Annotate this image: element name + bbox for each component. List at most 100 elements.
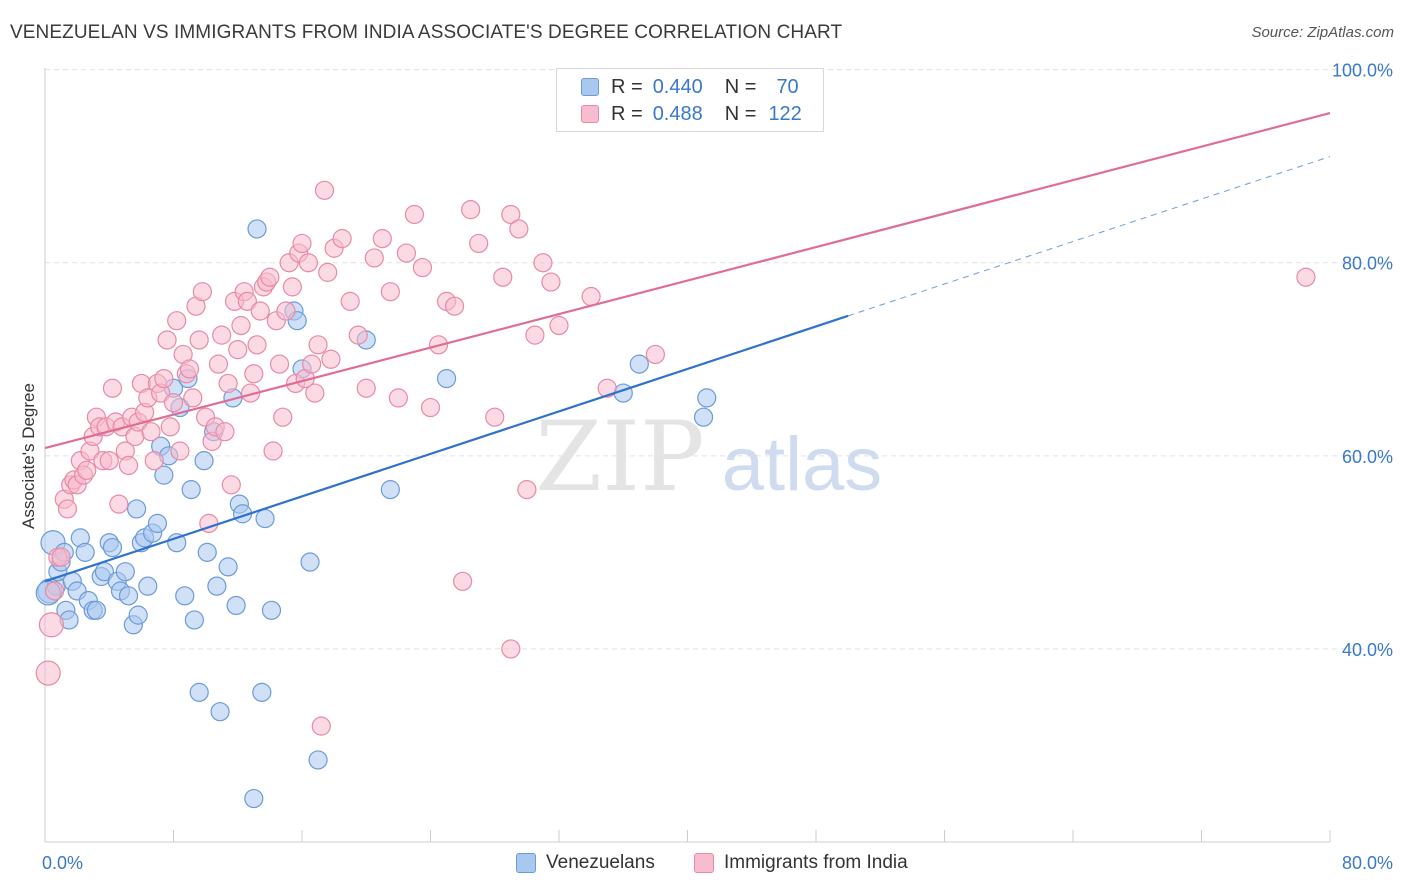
- data-point: [250, 301, 270, 321]
- data-point: [629, 354, 649, 374]
- data-point: [276, 301, 296, 321]
- data-point: [118, 455, 139, 476]
- data-point: [597, 378, 617, 398]
- data-point: [228, 340, 248, 360]
- data-point: [311, 716, 331, 736]
- x-tick-label: 0.0%: [42, 853, 83, 873]
- data-point: [318, 262, 338, 282]
- data-point: [192, 282, 213, 302]
- data-point: [208, 354, 229, 374]
- series-legend: Venezuelans Immigrants from India: [0, 852, 1406, 878]
- data-point: [645, 344, 665, 365]
- n-label: N =: [724, 75, 757, 98]
- data-point: [128, 605, 148, 625]
- watermark: ZIP atlas: [535, 401, 882, 513]
- data-point: [300, 552, 320, 572]
- data-point: [298, 253, 319, 273]
- data-point: [533, 253, 553, 273]
- data-point: [269, 354, 290, 374]
- data-point: [404, 204, 425, 225]
- data-point: [212, 325, 232, 345]
- data-point: [305, 383, 325, 403]
- data-point: [51, 547, 71, 567]
- watermark-atlas: atlas: [722, 422, 883, 507]
- venezuelans-swatch: [581, 78, 599, 96]
- data-point: [109, 494, 129, 514]
- data-point: [99, 451, 119, 471]
- data-point: [314, 180, 335, 200]
- data-point: [517, 480, 537, 500]
- r-label: R =: [611, 75, 643, 98]
- data-point: [261, 600, 282, 620]
- data-point: [189, 682, 209, 702]
- watermark-zip: ZIP: [535, 401, 704, 513]
- data-point: [144, 451, 164, 471]
- data-point: [412, 257, 433, 278]
- data-point: [38, 612, 65, 638]
- stats-legend-row-venezuelans: R = 0.440 N = 70: [581, 75, 799, 99]
- india-swatch: [581, 105, 599, 123]
- data-point: [184, 610, 204, 630]
- data-point: [218, 557, 238, 577]
- data-point: [183, 388, 203, 408]
- data-point: [356, 378, 376, 398]
- data-point: [194, 451, 214, 471]
- data-point: [340, 291, 360, 311]
- data-point: [35, 660, 61, 686]
- r-label: R =: [611, 102, 643, 125]
- data-point: [118, 586, 139, 606]
- trend-line-venezuelans: [44, 314, 849, 583]
- legend-label: Immigrants from India: [724, 852, 908, 873]
- r-value: 0.440: [652, 75, 703, 98]
- data-point: [45, 581, 65, 601]
- data-point: [154, 368, 174, 389]
- data-point: [273, 407, 293, 427]
- data-point: [154, 465, 174, 485]
- series-india: [35, 180, 1316, 736]
- data-point: [247, 335, 267, 355]
- data-point: [197, 542, 217, 562]
- data-point: [308, 335, 328, 355]
- tick-labels: 40.0% 60.0% 80.0% 100.0% 0.0% 80.0%: [42, 61, 1393, 873]
- n-value: 70: [776, 75, 799, 98]
- data-point: [525, 325, 545, 345]
- y-tick-label: 80.0%: [1342, 254, 1393, 274]
- stats-legend-row-india: R = 0.488 N = 122: [581, 102, 802, 126]
- data-point: [581, 286, 601, 307]
- n-value: 122: [768, 102, 802, 125]
- data-point: [469, 233, 489, 254]
- data-point: [231, 315, 251, 336]
- data-point: [141, 422, 161, 442]
- data-point: [226, 595, 246, 616]
- data-point: [372, 229, 392, 249]
- venezuelans-swatch: [516, 853, 536, 873]
- data-point: [218, 373, 238, 394]
- data-point: [436, 368, 457, 389]
- data-point: [549, 315, 569, 336]
- r-value: 0.488: [652, 102, 703, 125]
- data-point: [260, 267, 280, 287]
- data-point: [509, 219, 529, 239]
- data-point: [263, 441, 283, 461]
- data-point: [1296, 267, 1316, 287]
- trend-lines: [44, 112, 1331, 583]
- data-point: [86, 600, 107, 620]
- data-point: [147, 513, 168, 534]
- data-point: [308, 750, 328, 770]
- data-point: [244, 788, 264, 809]
- data-point: [302, 354, 322, 374]
- data-point: [321, 349, 341, 369]
- data-point: [215, 422, 235, 442]
- data-point: [102, 537, 123, 558]
- data-point: [221, 475, 241, 495]
- data-point: [179, 359, 200, 379]
- data-point: [396, 243, 417, 263]
- trend-line-extension: [847, 156, 1331, 317]
- chart-title: VENEZUELAN VS IMMIGRANTS FROM INDIA ASSO…: [10, 22, 843, 43]
- data-point: [160, 417, 180, 437]
- n-label: N =: [724, 102, 757, 125]
- data-point: [541, 272, 561, 292]
- data-point: [57, 499, 78, 519]
- data-point: [693, 407, 714, 427]
- data-point: [332, 229, 352, 249]
